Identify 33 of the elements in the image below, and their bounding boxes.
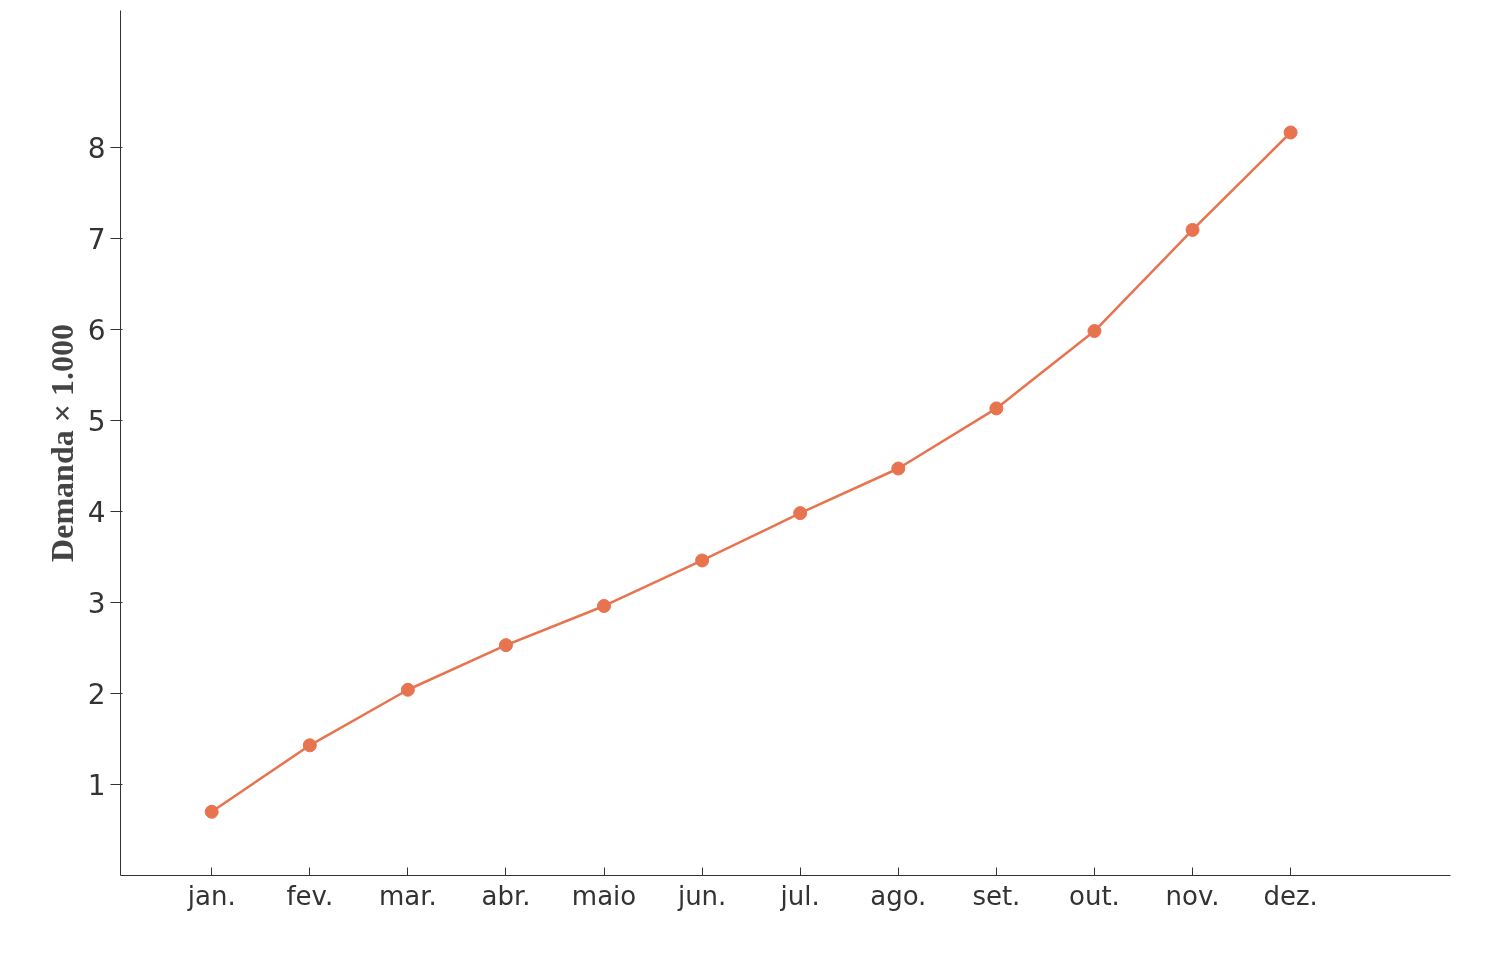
x-tick-label: jan. (186, 880, 236, 911)
y-tick-label: 6 (87, 313, 106, 347)
point (793, 506, 808, 521)
point (400, 682, 415, 697)
point (1283, 125, 1298, 140)
x-tick-label: out. (1069, 880, 1120, 911)
x-tick-label: ago. (870, 880, 927, 911)
point (302, 738, 317, 753)
x-tick-label: mar. (378, 880, 437, 911)
x-tick-label: set. (972, 880, 1021, 911)
point (597, 599, 612, 613)
y-tick-label: 3 (87, 586, 106, 620)
point (1087, 324, 1102, 338)
point (204, 804, 219, 819)
y-tick-label: 8 (87, 131, 106, 165)
point (695, 553, 710, 568)
y-tick-label: 2 (87, 677, 106, 711)
point (498, 638, 513, 653)
y-tick-label: 5 (87, 404, 106, 438)
y-tick-label: 7 (87, 222, 106, 256)
x-tick-label: maio (571, 880, 637, 911)
point (891, 461, 906, 476)
x-tick-label: dez. (1263, 880, 1318, 911)
x-tick-label: fev. (286, 880, 334, 911)
y-tick-label: 4 (87, 495, 106, 529)
x-tick-label: jun. (676, 880, 727, 911)
x-tick-label: abr. (481, 880, 531, 911)
x-tick-label: jul. (779, 880, 820, 911)
point (989, 401, 1004, 416)
x-tick-label: nov. (1165, 880, 1220, 911)
y-axis-title: Demanda × 1.000 (43, 324, 80, 562)
y-tick-label: 1 (87, 768, 106, 802)
point (1185, 222, 1200, 237)
